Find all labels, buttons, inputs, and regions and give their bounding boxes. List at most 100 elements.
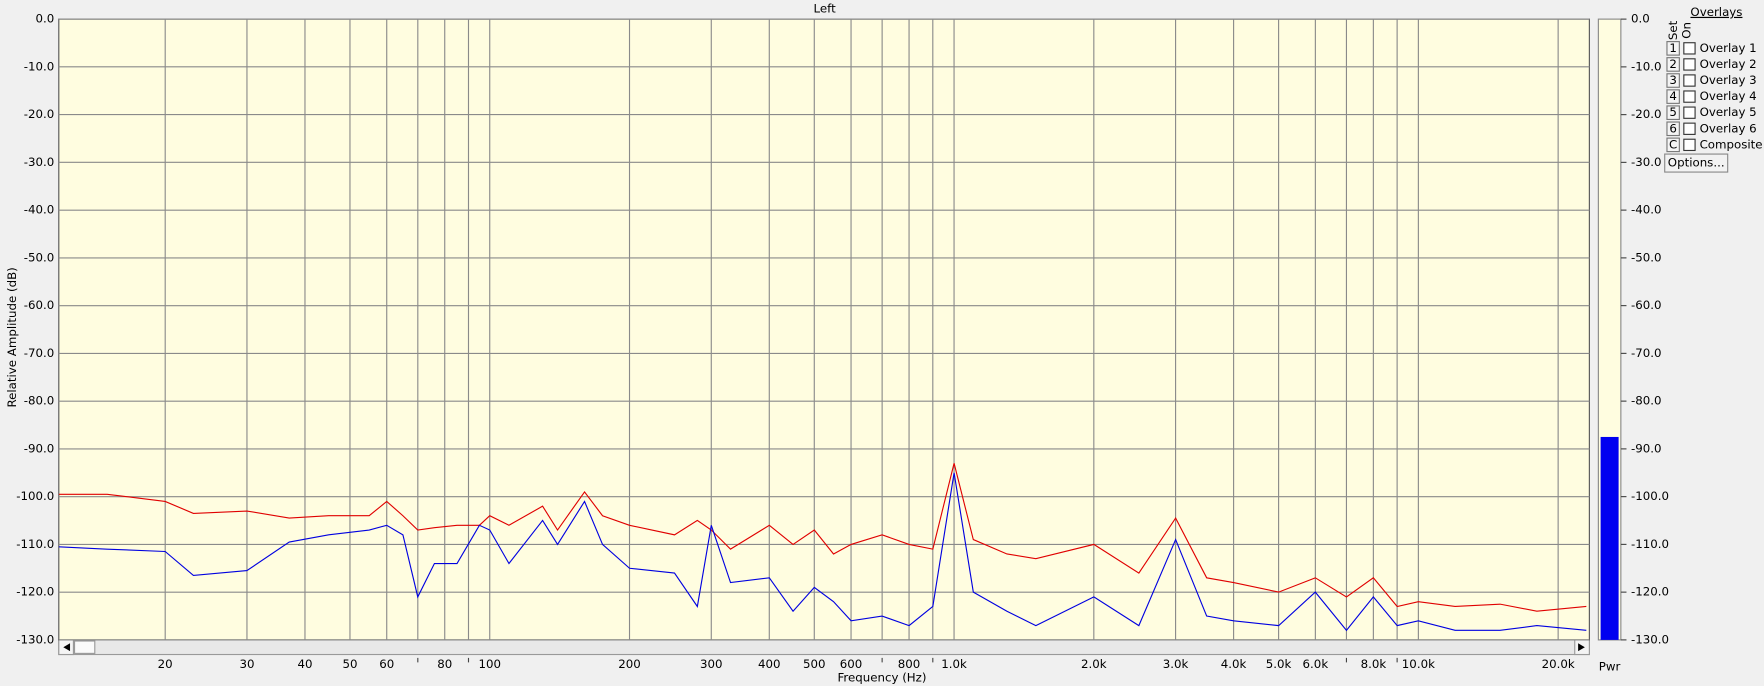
overlay-key: 6 bbox=[1669, 121, 1677, 135]
x-tick-label: 40 bbox=[297, 657, 312, 671]
x-tick-label: 2.0k bbox=[1081, 657, 1107, 671]
spectrum-line bbox=[58, 463, 1587, 612]
x-tick-label: 200 bbox=[618, 657, 641, 671]
scroll-track[interactable] bbox=[58, 639, 1590, 656]
meter-tick-label: -120.0 bbox=[1631, 585, 1669, 599]
overlay-set-button[interactable] bbox=[1666, 137, 1680, 153]
y-tick-label: -100.0 bbox=[16, 489, 54, 503]
overlay-key: 5 bbox=[1669, 105, 1677, 119]
y-tick-label: -40.0 bbox=[24, 203, 55, 217]
x-tick-label: 5.0k bbox=[1266, 657, 1292, 671]
meter-tick-label: -90.0 bbox=[1631, 441, 1662, 455]
meter-tick-label: -80.0 bbox=[1631, 394, 1662, 408]
x-tick-label: 100 bbox=[478, 657, 501, 671]
meter-tick-label: -70.0 bbox=[1631, 346, 1662, 360]
y-tick-label: 0.0 bbox=[36, 12, 55, 26]
plot-area bbox=[58, 18, 1590, 641]
overlay-label: Overlay 3 bbox=[1700, 73, 1757, 87]
meter-tick-label: -30.0 bbox=[1631, 155, 1662, 169]
y-tick-label: -120.0 bbox=[16, 585, 54, 599]
overlay-row: 2 Overlay 2 bbox=[1666, 57, 1757, 72]
set-header: Set bbox=[1666, 20, 1680, 40]
chart-title: Left bbox=[814, 1, 837, 15]
scroll-thumb[interactable] bbox=[73, 640, 96, 654]
x-tick-label: 400 bbox=[758, 657, 781, 671]
x-tick-label: 8.0k bbox=[1361, 657, 1387, 671]
on-header: On bbox=[1680, 22, 1694, 39]
y-tick-label: -60.0 bbox=[24, 298, 55, 312]
overlay-key: C bbox=[1669, 137, 1677, 151]
y-tick-label: -30.0 bbox=[24, 155, 55, 169]
overlay-key: 3 bbox=[1669, 73, 1677, 87]
overlay-set-button[interactable] bbox=[1666, 121, 1680, 137]
y-tick-label: -110.0 bbox=[16, 537, 54, 551]
y-tick-label: -90.0 bbox=[24, 441, 55, 455]
options-button[interactable] bbox=[1664, 153, 1729, 173]
overlay-label: Overlay 2 bbox=[1700, 57, 1757, 71]
overlay-set-button[interactable] bbox=[1666, 105, 1680, 120]
x-tick-label: 60 bbox=[379, 657, 394, 671]
y-tick-label: -70.0 bbox=[24, 346, 55, 360]
overlay-checkbox[interactable] bbox=[1683, 58, 1696, 71]
y-tick-label: -50.0 bbox=[24, 250, 55, 264]
overlay-label: Composite bbox=[1700, 137, 1763, 151]
overlay-set-button[interactable] bbox=[1666, 57, 1680, 72]
spectrum-line bbox=[58, 472, 1587, 632]
overlay-checkbox[interactable] bbox=[1683, 74, 1696, 87]
y-tick-label: -20.0 bbox=[24, 107, 55, 121]
meter-tick-label: -130.0 bbox=[1631, 632, 1669, 646]
y-tick-label: -80.0 bbox=[24, 394, 55, 408]
y-axis-label: Relative Amplitude (dB) bbox=[5, 267, 19, 407]
x-axis-label: Frequency (Hz) bbox=[838, 671, 927, 685]
meter-label: Pwr bbox=[1599, 659, 1621, 673]
options-label: Options... bbox=[1668, 156, 1725, 170]
x-tick-label: 20.0k bbox=[1542, 657, 1575, 671]
overlay-row: 3 Overlay 3 bbox=[1666, 73, 1757, 88]
overlay-checkbox[interactable] bbox=[1683, 138, 1696, 152]
overlay-row: 1 Overlay 1 bbox=[1666, 41, 1757, 56]
overlay-row: 5 Overlay 5 bbox=[1666, 105, 1757, 120]
meter-tick-label: -20.0 bbox=[1631, 107, 1662, 121]
meter-tick-label: -110.0 bbox=[1631, 537, 1669, 551]
overlay-checkbox[interactable] bbox=[1683, 90, 1696, 103]
overlay-label: Overlay 6 bbox=[1700, 121, 1757, 135]
overlay-key: 4 bbox=[1669, 89, 1677, 103]
arrow-right bbox=[1578, 643, 1585, 652]
overlays-title: Overlays bbox=[1690, 5, 1742, 19]
x-tick-label: 20 bbox=[158, 657, 173, 671]
x-tick-label: 1.0k bbox=[941, 657, 967, 671]
x-tick-label: 80 bbox=[437, 657, 452, 671]
y-tick-label: -10.0 bbox=[24, 59, 55, 73]
overlay-key: 1 bbox=[1669, 41, 1677, 55]
x-tick-label: 500 bbox=[803, 657, 826, 671]
x-tick-label: 800 bbox=[898, 657, 921, 671]
overlay-set-button[interactable] bbox=[1666, 41, 1680, 56]
meter-tick-label: -10.0 bbox=[1631, 59, 1662, 73]
overlay-label: Overlay 1 bbox=[1700, 41, 1757, 55]
meter-bar bbox=[1600, 436, 1619, 640]
overlay-label: Overlay 4 bbox=[1700, 89, 1757, 103]
overlay-checkbox[interactable] bbox=[1683, 106, 1696, 119]
x-tick-label: 30 bbox=[239, 657, 254, 671]
meter-tick-label: -100.0 bbox=[1631, 489, 1669, 503]
x-tick-label: 300 bbox=[700, 657, 723, 671]
y-tick-label: -130.0 bbox=[16, 632, 54, 646]
overlay-checkbox[interactable] bbox=[1683, 122, 1696, 135]
x-tick-label: 3.0k bbox=[1163, 657, 1189, 671]
overlay-set-button[interactable] bbox=[1666, 89, 1680, 104]
x-tick-label: 600 bbox=[840, 657, 863, 671]
scrollbar[interactable] bbox=[58, 639, 1590, 656]
overlay-key: 2 bbox=[1669, 57, 1677, 71]
meter-tick-label: -50.0 bbox=[1631, 250, 1662, 264]
x-tick-label: 50 bbox=[342, 657, 357, 671]
arrow-left bbox=[63, 643, 71, 652]
meter-tick-label: -60.0 bbox=[1631, 298, 1662, 312]
overlay-row: 4 Overlay 4 bbox=[1666, 89, 1757, 104]
overlay-row: 6 Overlay 6 bbox=[1666, 121, 1757, 137]
overlay-set-button[interactable] bbox=[1666, 73, 1680, 88]
meter-tick-label: -40.0 bbox=[1631, 203, 1662, 217]
x-tick-label: 6.0k bbox=[1303, 657, 1329, 671]
x-tick-label: 4.0k bbox=[1221, 657, 1247, 671]
overlay-checkbox[interactable] bbox=[1683, 42, 1696, 55]
